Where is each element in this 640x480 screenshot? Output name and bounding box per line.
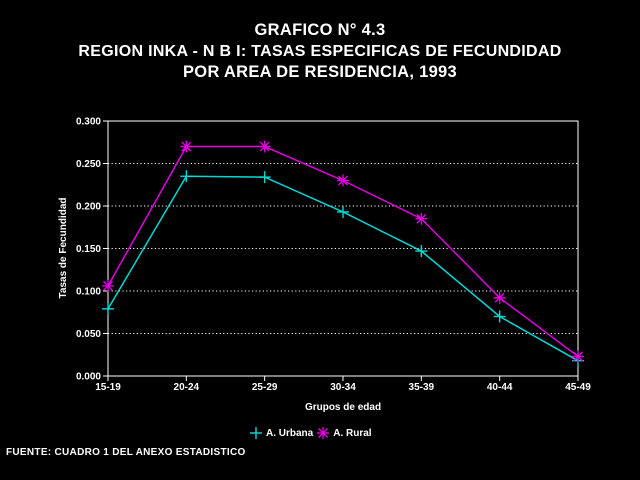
y-tick-label: 0.250 — [76, 159, 101, 170]
data-point — [180, 170, 193, 183]
legend-item-rural: A. Rural — [315, 426, 372, 440]
y-tick-label: 0.050 — [76, 329, 101, 340]
plus-marker-icon — [248, 426, 264, 440]
data-point — [493, 310, 506, 323]
chart-title-line-1: GRAFICO N° 4.3 — [254, 21, 386, 39]
x-tick-label: 40-44 — [487, 382, 513, 393]
y-tick-label: 0.100 — [76, 287, 101, 298]
x-tick-label: 15-19 — [95, 382, 121, 393]
x-tick-label: 30-34 — [330, 382, 356, 393]
source-note: FUENTE: CUADRO 1 DEL ANEXO ESTADISTICO — [6, 447, 246, 458]
chart-title-line-2: REGION INKA - N B I: TASAS ESPECIFICAS D… — [78, 43, 562, 60]
legend-label-rural: A. Rural — [333, 427, 372, 439]
x-tick-label: 20-24 — [174, 382, 200, 393]
chart-title-line-3: POR AREA DE RESIDENCIA, 1993 — [183, 63, 457, 81]
data-point — [180, 140, 193, 153]
data-point — [493, 291, 506, 304]
data-point — [415, 212, 428, 225]
series-group — [102, 140, 584, 367]
data-point — [258, 140, 271, 153]
y-tick-label: 0.300 — [76, 117, 101, 128]
legend: A. Urbana A. Rural — [248, 426, 374, 440]
x-axis-ticks: 15-19 20-24 25-29 30-34 35-39 40-44 45-49 — [95, 376, 591, 393]
x-tick-label: 35-39 — [409, 382, 435, 393]
data-point — [572, 350, 584, 363]
x-axis-label: Grupos de edad — [305, 402, 381, 413]
data-point — [258, 171, 271, 184]
x-tick-label: 45-49 — [565, 382, 591, 393]
y-axis-ticks: 0.000 0.050 0.100 0.150 0.200 0.250 0.300 — [76, 117, 108, 383]
asterisk-marker-icon — [315, 426, 331, 440]
legend-label-urbana: A. Urbana — [266, 427, 314, 439]
data-point — [337, 205, 349, 218]
y-tick-label: 0.000 — [76, 372, 101, 383]
x-tick-label: 25-29 — [252, 382, 278, 393]
data-point — [102, 279, 114, 292]
y-axis-label: Tasas de Fecundidad — [58, 198, 69, 299]
legend-item-urbana: A. Urbana — [248, 426, 313, 440]
data-point — [102, 302, 114, 315]
y-tick-label: 0.150 — [76, 244, 101, 255]
data-point — [415, 245, 428, 258]
chart-title: GRAFICO N° 4.3 REGION INKA - N B I: TASA… — [0, 20, 640, 83]
y-tick-label: 0.200 — [76, 202, 101, 213]
data-point — [337, 174, 349, 187]
